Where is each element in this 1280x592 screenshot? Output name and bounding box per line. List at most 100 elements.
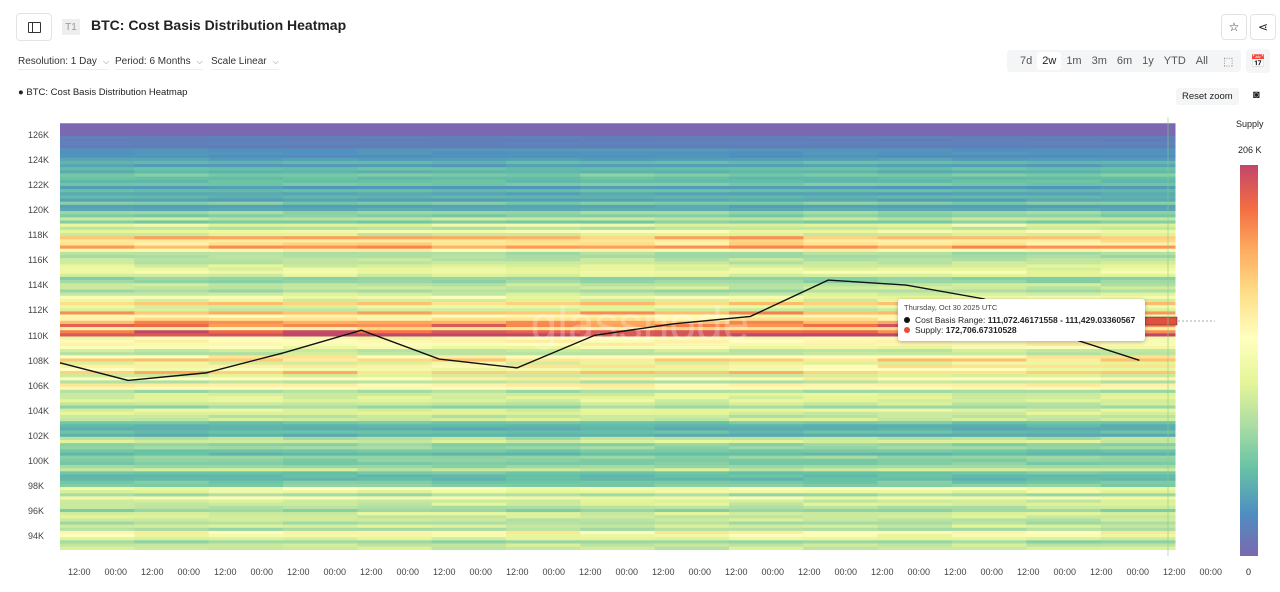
heatmap-cell[interactable] (803, 505, 879, 510)
heatmap-cell[interactable] (506, 211, 581, 215)
heatmap-cell[interactable] (654, 138, 730, 143)
heatmap-cell[interactable] (1100, 129, 1176, 133)
heatmap-cell[interactable] (431, 342, 507, 347)
heatmap-cell[interactable] (952, 286, 1027, 290)
heatmap-cell[interactable] (357, 521, 433, 525)
heatmap-cell[interactable] (134, 477, 210, 482)
heatmap-cell[interactable] (580, 402, 656, 406)
heatmap-cell[interactable] (580, 157, 656, 162)
heatmap-cell[interactable] (60, 308, 135, 312)
heatmap-cell[interactable] (431, 176, 507, 181)
share-button[interactable]: ⋖ (1250, 14, 1276, 40)
heatmap-cell[interactable] (431, 320, 507, 325)
heatmap-cell[interactable] (283, 465, 358, 469)
heatmap-cell[interactable] (208, 521, 284, 525)
heatmap-cell[interactable] (208, 201, 284, 206)
heatmap-cell[interactable] (357, 345, 433, 350)
heatmap-cell[interactable] (283, 185, 358, 190)
heatmap-cell[interactable] (803, 179, 879, 184)
heatmap-cell[interactable] (803, 537, 879, 541)
heatmap-cell[interactable] (729, 439, 804, 444)
heatmap-cell[interactable] (580, 424, 656, 428)
heatmap-cell[interactable] (357, 534, 433, 538)
heatmap-cell[interactable] (654, 314, 730, 318)
heatmap-cell[interactable] (60, 233, 135, 237)
heatmap-cell[interactable] (1100, 540, 1176, 544)
heatmap-cell[interactable] (1100, 138, 1176, 143)
heatmap-cell[interactable] (283, 123, 358, 127)
heatmap-cell[interactable] (60, 273, 135, 278)
heatmap-cell[interactable] (208, 477, 284, 482)
heatmap-cell[interactable] (729, 399, 804, 403)
heatmap-cell[interactable] (952, 195, 1027, 199)
heatmap-cell[interactable] (952, 534, 1027, 538)
heatmap-cell[interactable] (506, 502, 581, 507)
heatmap-cell[interactable] (60, 477, 135, 482)
heatmap-cell[interactable] (654, 129, 730, 133)
heatmap-cell[interactable] (580, 377, 656, 381)
heatmap-cell[interactable] (357, 465, 433, 469)
heatmap-cell[interactable] (654, 414, 730, 419)
heatmap-cell[interactable] (1026, 430, 1102, 435)
heatmap-cell[interactable] (431, 242, 507, 246)
heatmap-cell[interactable] (506, 264, 581, 268)
heatmap-cell[interactable] (357, 374, 433, 378)
heatmap-cell[interactable] (1026, 123, 1102, 127)
heatmap-cell[interactable] (283, 458, 358, 463)
heatmap-cell[interactable] (729, 339, 804, 344)
heatmap-cell[interactable] (803, 305, 879, 309)
heatmap-cell[interactable] (283, 461, 358, 466)
heatmap-cell[interactable] (283, 276, 358, 281)
heatmap-cell[interactable] (877, 170, 953, 174)
heatmap-cell[interactable] (283, 518, 358, 522)
heatmap-cell[interactable] (580, 392, 656, 397)
heatmap-cell[interactable] (729, 543, 804, 547)
heatmap-cell[interactable] (134, 314, 210, 318)
heatmap-cell[interactable] (729, 502, 804, 507)
heatmap-cell[interactable] (357, 396, 433, 400)
heatmap-cell[interactable] (877, 540, 953, 544)
heatmap-cell[interactable] (431, 433, 507, 438)
heatmap-cell[interactable] (134, 323, 210, 328)
heatmap-cell[interactable] (654, 477, 730, 482)
heatmap-cell[interactable] (803, 499, 879, 503)
heatmap-cell[interactable] (283, 370, 358, 375)
heatmap-cell[interactable] (1026, 126, 1102, 130)
heatmap-cell[interactable] (357, 302, 433, 306)
heatmap-cell[interactable] (654, 333, 730, 337)
heatmap-cell[interactable] (729, 421, 804, 425)
heatmap-cell[interactable] (283, 364, 358, 369)
heatmap-cell[interactable] (60, 540, 135, 544)
heatmap-cell[interactable] (506, 305, 581, 309)
heatmap-cell[interactable] (357, 323, 433, 328)
heatmap-cell[interactable] (1100, 251, 1176, 256)
heatmap-cell[interactable] (654, 248, 730, 253)
heatmap-cell[interactable] (803, 349, 879, 353)
heatmap-cell[interactable] (580, 446, 656, 450)
heatmap-cell[interactable] (506, 289, 581, 293)
heatmap-cell[interactable] (431, 327, 507, 331)
heatmap-cell[interactable] (208, 248, 284, 253)
heatmap-cell[interactable] (208, 226, 284, 231)
heatmap-cell[interactable] (1026, 251, 1102, 256)
heatmap-cell[interactable] (357, 471, 433, 475)
heatmap-cell[interactable] (208, 195, 284, 199)
heatmap-cell[interactable] (431, 129, 507, 133)
range-All[interactable]: All (1195, 55, 1209, 67)
heatmap-cell[interactable] (654, 421, 730, 425)
heatmap-cell[interactable] (506, 389, 581, 394)
heatmap-cell[interactable] (1026, 261, 1102, 265)
heatmap-cell[interactable] (60, 537, 135, 541)
heatmap-cell[interactable] (952, 399, 1027, 403)
heatmap-cell[interactable] (134, 452, 210, 456)
heatmap-cell[interactable] (1026, 217, 1102, 221)
heatmap-cell[interactable] (283, 439, 358, 444)
heatmap-cell[interactable] (1026, 185, 1102, 190)
heatmap-cell[interactable] (803, 534, 879, 538)
heatmap-cell[interactable] (60, 508, 135, 513)
heatmap-cell[interactable] (506, 176, 581, 181)
heatmap-cell[interactable] (208, 439, 284, 444)
heatmap-cell[interactable] (654, 496, 730, 500)
heatmap-cell[interactable] (134, 465, 210, 469)
heatmap-cell[interactable] (654, 524, 730, 529)
